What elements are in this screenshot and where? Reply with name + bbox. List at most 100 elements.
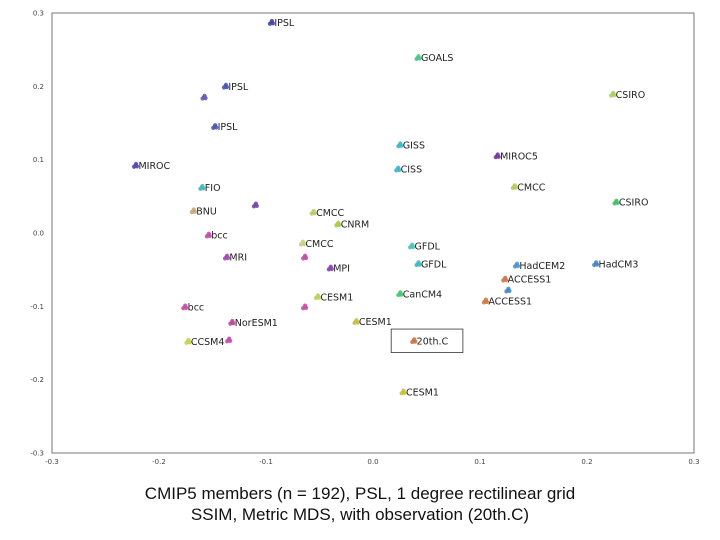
data-point xyxy=(191,207,196,212)
data-point xyxy=(398,290,403,295)
data-point xyxy=(506,286,511,291)
y-tick-label: 0.3 xyxy=(33,10,44,18)
x-tick-label: -0.3 xyxy=(45,458,59,466)
x-tick-label: 0.3 xyxy=(688,458,699,466)
point-label: CMCC xyxy=(305,239,333,250)
point-label: GFDL xyxy=(421,259,447,270)
plot-area xyxy=(51,12,695,454)
point-cluster xyxy=(504,286,512,294)
point-label: CMCC xyxy=(517,182,545,193)
point-label: CISS xyxy=(401,165,423,176)
data-point xyxy=(336,220,341,225)
point-label: CanCM4 xyxy=(403,289,442,300)
point-cluster xyxy=(592,260,600,268)
point-cluster xyxy=(326,264,334,272)
point-label: bcc xyxy=(211,231,227,242)
point-cluster xyxy=(225,336,233,344)
point-cluster xyxy=(481,297,490,305)
point-label: ACCESS1 xyxy=(508,275,552,286)
data-point xyxy=(396,165,401,170)
point-label: ACCESS1 xyxy=(488,297,532,308)
x-tick-label: 0.2 xyxy=(581,458,592,466)
data-point xyxy=(224,253,230,258)
point-label: IPSL xyxy=(274,18,295,29)
data-point xyxy=(186,337,191,343)
data-point xyxy=(614,198,619,203)
point-label: MIROC xyxy=(138,161,170,172)
data-point xyxy=(202,93,207,98)
point-cluster xyxy=(184,337,192,345)
data-point xyxy=(512,183,517,188)
data-point xyxy=(227,336,232,341)
data-point xyxy=(503,275,508,280)
point-label: CESM1 xyxy=(359,317,392,328)
y-tick-label: 0.2 xyxy=(33,83,44,91)
point-label: 20th.C xyxy=(417,336,449,347)
data-point xyxy=(230,318,235,324)
point-cluster xyxy=(131,161,140,169)
point-cluster xyxy=(334,220,342,228)
data-point xyxy=(300,239,306,244)
point-label: MIROC5 xyxy=(500,152,538,163)
point-cluster xyxy=(267,18,276,26)
point-cluster xyxy=(198,183,206,191)
point-cluster xyxy=(221,82,230,90)
point-cluster xyxy=(204,231,212,239)
data-point xyxy=(416,260,421,265)
point-cluster xyxy=(298,239,307,247)
data-point xyxy=(328,264,333,269)
y-tick-label: 0.1 xyxy=(33,156,44,164)
point-cluster xyxy=(493,152,501,160)
point-cluster xyxy=(396,141,404,149)
point-label: BNU xyxy=(196,207,217,218)
x-tick-label: -0.1 xyxy=(259,458,273,466)
y-tick-label: -0.1 xyxy=(30,303,44,311)
point-label: NorESM1 xyxy=(235,318,278,329)
caption-line-1: CMIP5 members (n = 192), PSL, 1 degree r… xyxy=(144,484,576,503)
data-point xyxy=(410,242,415,247)
point-cluster xyxy=(408,242,416,250)
data-point xyxy=(315,293,321,298)
point-cluster xyxy=(399,388,407,396)
data-point xyxy=(133,161,139,167)
data-point xyxy=(223,82,229,87)
x-tick-label: 0.0 xyxy=(367,458,378,466)
point-label: IPSL xyxy=(228,82,249,93)
mds-scatter-plot: -0.3 -0.2 -0.1 0.0 0.1 0.2 0.3 0.3 0.2 0.1 0.0 -0.1… xyxy=(30,10,699,467)
point-cluster xyxy=(612,198,620,206)
data-point xyxy=(213,123,218,128)
point-cluster xyxy=(501,275,509,283)
data-point xyxy=(206,231,211,236)
point-cluster xyxy=(251,201,259,209)
points-layer xyxy=(131,18,620,396)
caption-line-2: SSIM, Metric MDS, with observation (20th… xyxy=(190,505,530,524)
data-point xyxy=(495,152,500,157)
point-cluster xyxy=(512,261,521,269)
point-label: MPI xyxy=(333,264,350,275)
point-label: GOALS xyxy=(421,53,454,64)
point-label: HadCEM2 xyxy=(519,261,565,272)
point-cluster xyxy=(313,293,322,301)
point-label: CSIRO xyxy=(619,198,649,209)
y-tick-label: -0.2 xyxy=(30,376,44,384)
point-label: FIO xyxy=(205,183,221,194)
point-label: CMCC xyxy=(316,208,344,219)
point-cluster xyxy=(414,260,422,268)
data-point xyxy=(514,261,520,266)
data-point xyxy=(398,141,403,146)
data-point xyxy=(303,253,308,258)
point-cluster xyxy=(301,253,309,261)
point-label: GFDL xyxy=(415,242,441,253)
point-cluster xyxy=(211,123,219,130)
point-label: IPSL xyxy=(218,122,239,133)
y-tick-label: 0.0 xyxy=(33,230,44,238)
data-point xyxy=(611,90,616,95)
point-cluster xyxy=(301,303,309,311)
point-label: CCSM4 xyxy=(191,337,225,348)
point-cluster xyxy=(222,253,231,261)
point-cluster xyxy=(410,337,418,345)
data-point xyxy=(401,388,406,393)
point-cluster xyxy=(510,183,518,191)
point-cluster xyxy=(181,303,189,311)
point-cluster xyxy=(352,318,360,326)
